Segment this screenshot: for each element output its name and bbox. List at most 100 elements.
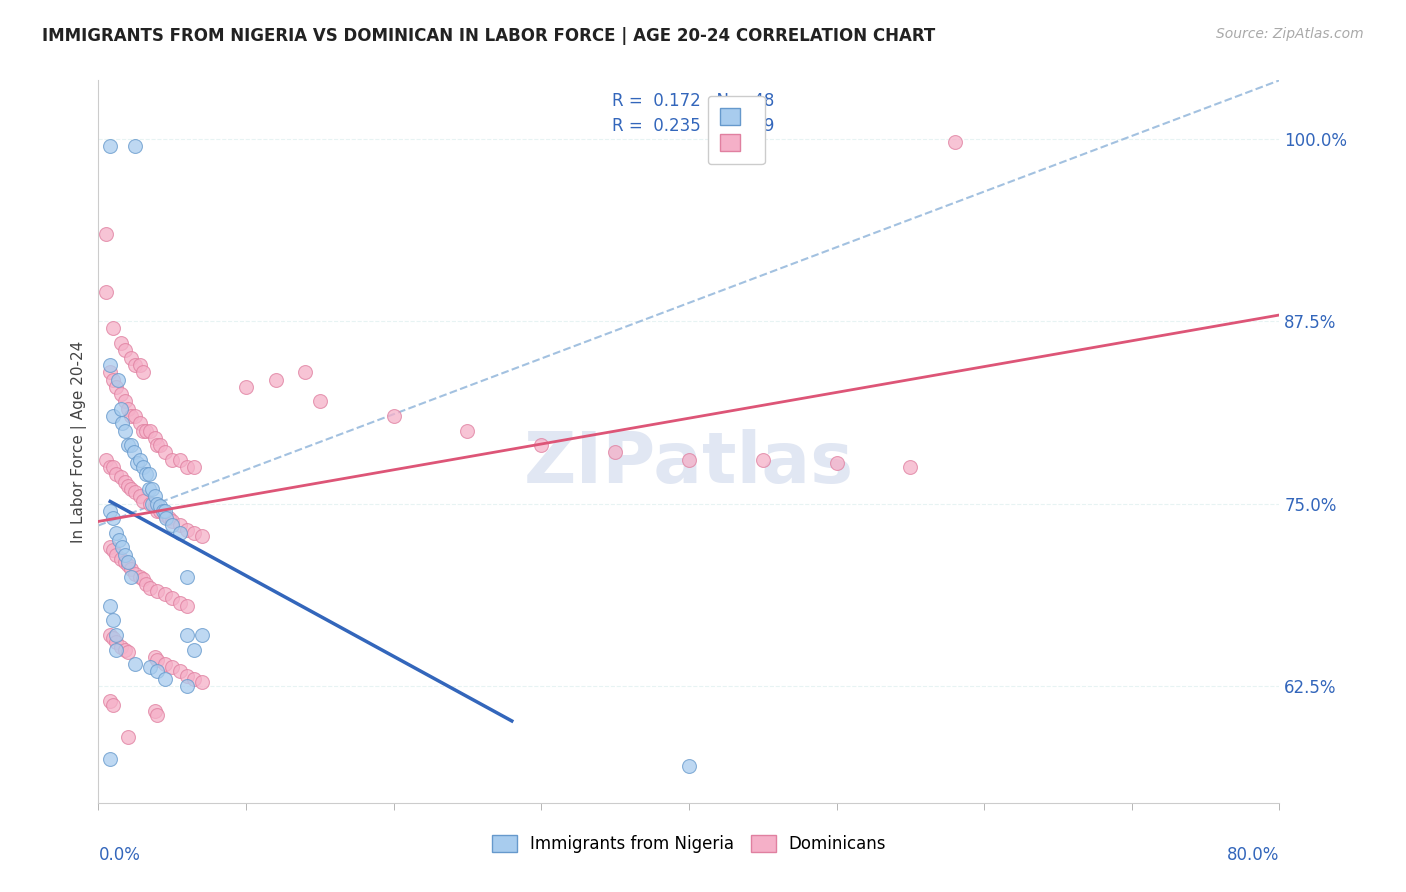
Text: 0.0%: 0.0%	[98, 847, 141, 864]
Point	[264, 372, 287, 386]
Point	[176, 628, 198, 642]
Point	[176, 523, 198, 537]
Point	[176, 569, 198, 583]
Point	[111, 417, 134, 431]
Point	[132, 460, 155, 475]
Point	[103, 613, 125, 627]
Point	[752, 452, 775, 467]
Point	[120, 351, 142, 365]
Point	[124, 139, 146, 153]
Point	[146, 708, 169, 723]
Point	[110, 470, 132, 484]
Point	[111, 541, 134, 555]
Point	[120, 409, 142, 423]
Point	[153, 445, 176, 459]
Point	[135, 577, 157, 591]
Point	[98, 460, 121, 475]
Point	[162, 518, 183, 533]
Point	[98, 693, 121, 707]
Point	[132, 493, 155, 508]
Point	[176, 669, 198, 683]
Point	[125, 456, 148, 470]
Point	[128, 358, 150, 372]
Point	[149, 438, 172, 452]
Point	[117, 645, 139, 659]
Point	[153, 587, 176, 601]
Point	[132, 365, 155, 379]
Point	[183, 672, 205, 686]
Point	[114, 548, 136, 562]
Point	[117, 730, 139, 744]
Point	[176, 599, 198, 613]
Point	[117, 438, 139, 452]
Point	[153, 508, 176, 523]
Point	[139, 497, 162, 511]
Point	[183, 642, 205, 657]
Point	[98, 599, 121, 613]
Point	[146, 665, 169, 679]
Point	[169, 596, 191, 610]
Point	[152, 504, 174, 518]
Point	[146, 438, 169, 452]
Point	[678, 759, 700, 773]
Point	[191, 628, 214, 642]
Point	[678, 452, 700, 467]
Point	[114, 475, 136, 489]
Point	[117, 479, 139, 493]
Point	[105, 635, 128, 649]
Point	[146, 497, 169, 511]
Point	[105, 525, 128, 540]
Point	[162, 660, 183, 674]
Point	[382, 409, 405, 423]
Point	[143, 489, 166, 503]
Point	[135, 467, 157, 482]
Point	[107, 372, 129, 386]
Text: R =  0.235   N = 99: R = 0.235 N = 99	[612, 117, 775, 135]
Point	[128, 452, 150, 467]
Point	[94, 227, 117, 241]
Point	[110, 387, 132, 401]
Point	[103, 372, 125, 386]
Point	[191, 529, 214, 543]
Point	[128, 489, 150, 503]
Point	[146, 653, 169, 667]
Point	[132, 573, 155, 587]
Point	[128, 569, 150, 583]
Point	[162, 591, 183, 606]
Point	[143, 500, 166, 514]
Point	[162, 452, 183, 467]
Point	[98, 365, 121, 379]
Point	[98, 139, 121, 153]
Point	[132, 424, 155, 438]
Point	[141, 482, 163, 496]
Point	[169, 525, 191, 540]
Point	[110, 336, 132, 351]
Point	[605, 445, 627, 459]
Point	[110, 401, 132, 416]
Point	[98, 504, 121, 518]
Point	[141, 497, 163, 511]
Point	[103, 321, 125, 335]
Point	[98, 541, 121, 555]
Point	[124, 657, 146, 672]
Point	[114, 642, 136, 657]
Point	[105, 628, 128, 642]
Point	[103, 409, 125, 423]
Point	[98, 628, 121, 642]
Text: IMMIGRANTS FROM NIGERIA VS DOMINICAN IN LABOR FORCE | AGE 20-24 CORRELATION CHAR: IMMIGRANTS FROM NIGERIA VS DOMINICAN IN …	[42, 27, 935, 45]
Point	[943, 135, 966, 149]
Point	[117, 555, 139, 569]
Point	[143, 649, 166, 664]
Point	[110, 552, 132, 566]
Point	[294, 365, 316, 379]
Point	[105, 642, 128, 657]
Point	[900, 460, 922, 475]
Point	[169, 452, 191, 467]
Point	[139, 424, 162, 438]
Point	[153, 672, 176, 686]
Point	[122, 445, 145, 459]
Point	[114, 555, 136, 569]
Point	[94, 452, 117, 467]
Point	[825, 456, 848, 470]
Point	[105, 467, 128, 482]
